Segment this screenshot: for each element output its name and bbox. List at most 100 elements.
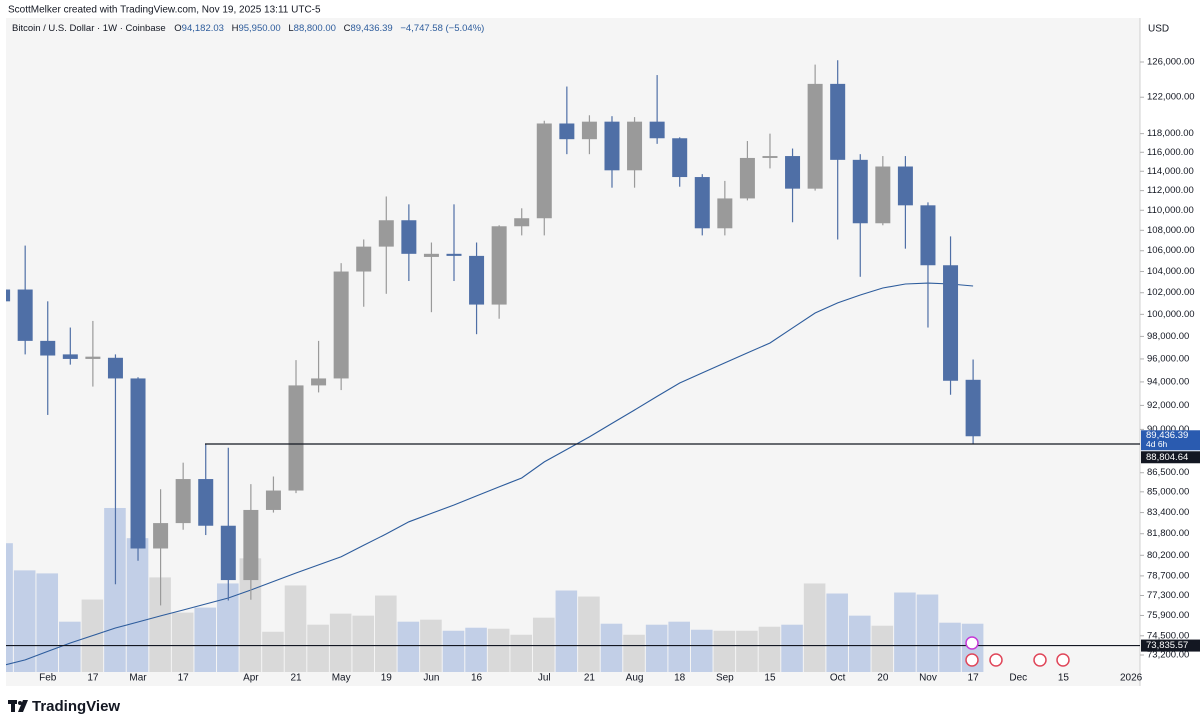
plot-background [6,18,1140,686]
x-tick-label: Dec [1009,673,1027,684]
candle-body [446,253,462,256]
moving-average [6,282,974,666]
y-tick-label: 112,000.00 [1147,185,1194,196]
x-tick-label: May [332,673,351,684]
y-tick-label: 80,200.00 [1147,550,1189,561]
axes: 126,000.00 122,000.00 118,000.00 116,000.00… [39,57,1200,684]
line-price-box [1141,639,1200,652]
candle-body [333,271,349,379]
candle-body [920,205,936,266]
candle-body [243,509,259,581]
volume-bar [126,538,149,672]
y-tick-label: 108,000.00 [1147,225,1195,236]
y-tick-label: 110,000.00 [1147,205,1194,216]
y-tick-label: 118,000.00 [1147,128,1194,139]
volume-bar [555,590,578,672]
y-tick-label: 81,800.00 [1147,528,1189,539]
candle-body [175,479,191,524]
candle-body [469,255,485,305]
y-tick-label: 116,000.00 [1147,147,1194,158]
candle-body [220,525,236,581]
volume-bar [194,607,217,672]
candle-body [401,220,417,254]
candle-body [107,357,123,379]
candle-body [40,340,56,356]
candle-body [536,123,552,219]
candle-body [581,121,597,140]
x-tick-label: Sep [716,673,734,684]
event-icon [1056,653,1070,667]
y-tick-label: 78,700.00 [1147,570,1189,581]
y-tick-label: 73,200.00 [1147,650,1189,661]
currency: USD [1148,24,1169,35]
x-tick-label: 16 [471,673,483,684]
event-icons [965,636,1070,667]
x-tick-label: 17 [87,673,99,684]
x-tick-label: 15 [1058,673,1070,684]
x-tick-label: Mar [129,673,147,684]
candle-body [17,289,33,341]
volume-bar [848,615,871,672]
line-price-label: 73,835.57 [1146,640,1188,651]
candle-body [717,198,733,229]
x-tick-label: 17 [178,673,190,684]
ohlc-key: H [232,23,239,34]
volume-bar [6,543,13,672]
volume-bar [532,617,555,672]
y-tick-label: 74,500.00 [1147,630,1189,641]
y-tick-label: 75,900.00 [1147,610,1189,621]
volume-bar [758,626,781,672]
y-tick-label: 98,000.00 [1147,331,1189,342]
candle-body [694,177,710,229]
x-tick-label: Jun [423,673,439,684]
volume-bar [645,624,668,672]
candle-body [604,121,620,171]
line-price-label: 88,804.64 [1146,452,1188,463]
candle-body [62,354,78,359]
volume-bar [623,634,645,672]
y-tick-label: 96,000.00 [1147,353,1189,364]
volume-bar [939,622,961,672]
volume-bar [690,629,713,672]
attribution: ScottMelker created with TradingView.com… [8,5,321,16]
candle-body [965,379,981,437]
event-icon [989,653,1003,667]
candle-body [311,378,327,386]
volume-bar [736,630,758,672]
candle-body [378,220,394,247]
candle-body [198,479,214,526]
volume-bar [36,573,59,672]
candle-body [762,156,778,158]
volume-bar [104,507,126,672]
x-tick-label: Feb [39,673,57,684]
candle-body [943,265,959,381]
x-tick-label: 21 [584,673,596,684]
x-tick-label: 17 [968,673,980,684]
volume-bar [826,593,848,672]
volume-bar [465,627,487,672]
ohlc-key: O [174,23,181,34]
legend-header: Bitcoin / U.S. Dollar · 1W · Coinbase O9… [12,23,484,34]
candle-body [785,156,801,189]
y-tick-label: 100,000.00 [1147,309,1195,320]
change: −4,747.58 (−5.04%) [400,23,484,34]
event-icon [1033,653,1047,667]
y-tick-label: 77,300.00 [1147,590,1189,601]
logo-shape [11,700,15,712]
candle-body [559,123,575,140]
y-tick-label: 83,400.00 [1147,507,1189,518]
ohlc-value: 89,436.39 [350,23,392,34]
volume-bar [171,612,194,672]
volume-bar [578,596,600,672]
candle-body [852,159,868,224]
volume-bar [375,595,397,672]
y-tick-label: 122,000.00 [1147,92,1195,103]
candle-body [491,226,507,305]
y-tick-label: 126,000.00 [1147,57,1195,68]
volume-bar [510,634,532,672]
volume-bar [284,585,307,672]
candle-body [6,289,11,302]
volume-bar [262,631,284,672]
ohlc-key: C [344,23,351,34]
candle-body [288,385,304,491]
